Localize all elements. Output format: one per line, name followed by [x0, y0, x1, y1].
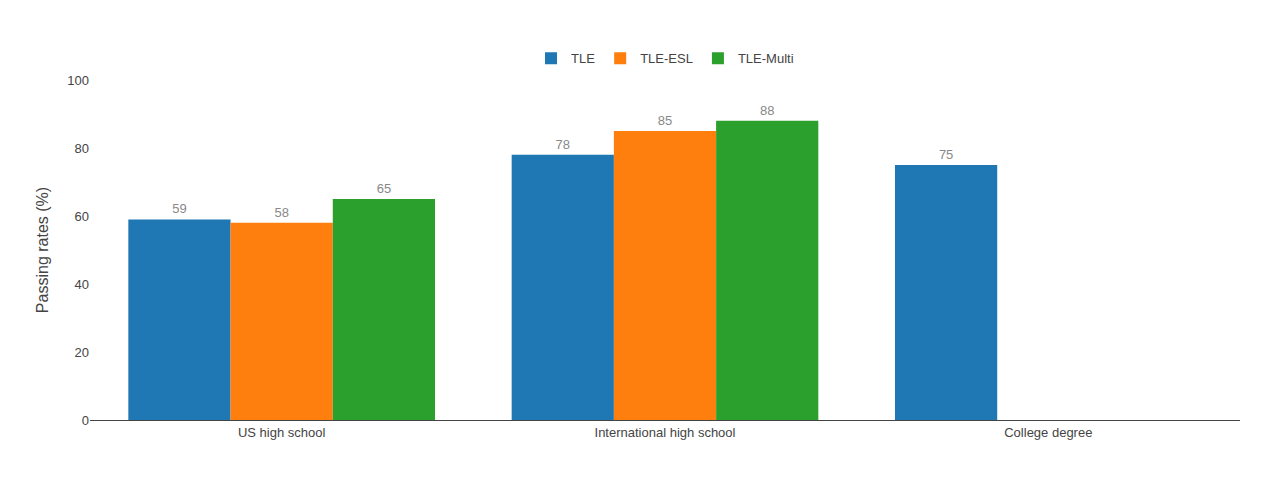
svg-text:TLE-ESL: TLE-ESL: [640, 51, 693, 66]
svg-text:80: 80: [75, 141, 89, 156]
svg-text:Passing rates (%): Passing rates (%): [34, 187, 51, 313]
svg-text:100: 100: [67, 73, 89, 88]
svg-text:65: 65: [377, 181, 391, 196]
svg-text:TLE-Multi: TLE-Multi: [738, 51, 794, 66]
svg-text:0: 0: [82, 413, 89, 428]
svg-text:60: 60: [75, 209, 89, 224]
svg-text:88: 88: [760, 103, 774, 118]
svg-text:59: 59: [172, 201, 186, 216]
svg-text:58: 58: [274, 205, 288, 220]
svg-text:20: 20: [75, 345, 89, 360]
svg-text:40: 40: [75, 277, 89, 292]
svg-text:International high school: International high school: [595, 425, 736, 440]
svg-text:US high school: US high school: [238, 425, 326, 440]
svg-text:75: 75: [939, 147, 953, 162]
svg-text:85: 85: [658, 113, 672, 128]
svg-text:78: 78: [556, 137, 570, 152]
svg-text:TLE: TLE: [571, 51, 595, 66]
svg-text:College degree: College degree: [1004, 425, 1092, 440]
